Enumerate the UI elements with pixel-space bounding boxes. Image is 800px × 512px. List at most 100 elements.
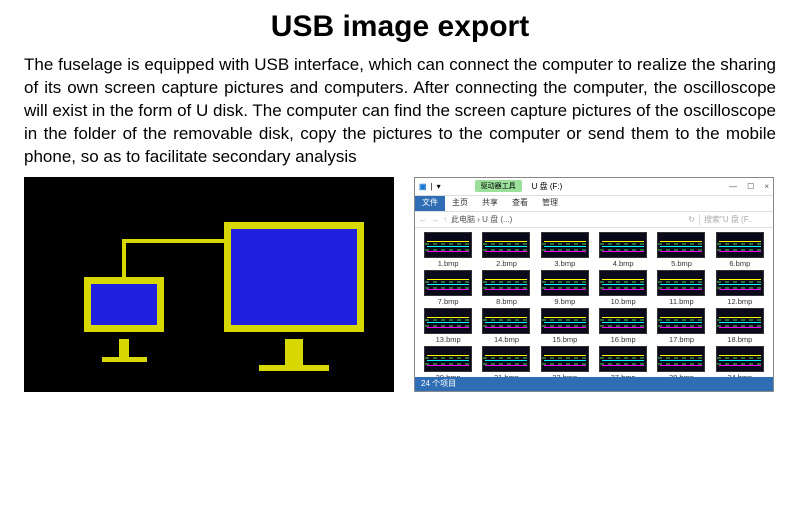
file-thumbnail bbox=[599, 270, 647, 296]
file-item[interactable]: 15.bmp bbox=[538, 308, 592, 344]
file-thumbnail bbox=[541, 270, 589, 296]
file-thumbnail bbox=[424, 270, 472, 296]
file-thumbnail bbox=[482, 308, 530, 334]
ribbon-tabs: 文件 主页 共享 查看 管理 bbox=[415, 196, 773, 212]
oscilloscope-stand-neck bbox=[119, 339, 129, 359]
file-label: 15.bmp bbox=[552, 335, 577, 344]
file-thumbnail bbox=[541, 346, 589, 372]
connection-diagram bbox=[24, 177, 394, 392]
file-label: 11.bmp bbox=[669, 297, 693, 306]
file-label: 6.bmp bbox=[729, 259, 750, 268]
tab-home[interactable]: 主页 bbox=[445, 196, 475, 211]
file-thumbnail bbox=[716, 308, 764, 334]
search-input[interactable]: 搜索"U 盘 (F.. bbox=[699, 214, 769, 225]
cable-vertical bbox=[122, 239, 126, 279]
file-label: 10.bmp bbox=[611, 297, 636, 306]
file-grid: 1.bmp 2.bmp 3.bmp 4.bmp 5.bmp 6.bmp 7.bmp 8.bmp… bbox=[415, 228, 773, 377]
file-thumbnail bbox=[599, 308, 647, 334]
minimize-button[interactable]: — bbox=[729, 182, 737, 191]
file-item[interactable]: 23.bmp bbox=[538, 346, 592, 377]
monitor-stand-neck bbox=[285, 339, 303, 367]
file-item[interactable]: 11.bmp bbox=[654, 270, 708, 306]
file-item[interactable]: 34.bmp bbox=[713, 346, 767, 377]
file-label: 1.bmp bbox=[438, 259, 459, 268]
file-thumbnail bbox=[424, 346, 472, 372]
file-item[interactable]: 28.bmp bbox=[654, 346, 708, 377]
tab-file[interactable]: 文件 bbox=[415, 196, 445, 211]
file-label: 3.bmp bbox=[554, 259, 575, 268]
file-thumbnail bbox=[657, 232, 705, 258]
page-title: USB image export bbox=[24, 10, 776, 44]
file-item[interactable]: 14.bmp bbox=[479, 308, 533, 344]
file-item[interactable]: 17.bmp bbox=[654, 308, 708, 344]
file-item[interactable]: 3.bmp bbox=[538, 232, 592, 268]
image-row: ▣ | ▾ 驱动器工具 U 盘 (F:) — ☐ × 文件 主页 共享 查看 管… bbox=[24, 177, 776, 392]
file-label: 7.bmp bbox=[438, 297, 459, 306]
file-label: 12.bmp bbox=[727, 297, 752, 306]
file-thumbnail bbox=[716, 232, 764, 258]
file-label: 9.bmp bbox=[554, 297, 575, 306]
nav-back-icon[interactable]: ← bbox=[419, 215, 427, 224]
drive-title: U 盘 (F:) bbox=[532, 181, 563, 192]
window-titlebar: ▣ | ▾ 驱动器工具 U 盘 (F:) — ☐ × bbox=[415, 178, 773, 196]
drive-tools-pill: 驱动器工具 bbox=[475, 180, 522, 192]
titlebar-caret: ▾ bbox=[437, 182, 441, 191]
nav-forward-icon[interactable]: → bbox=[431, 215, 439, 224]
file-thumbnail bbox=[599, 232, 647, 258]
titlebar-sep: | bbox=[431, 182, 433, 191]
file-thumbnail bbox=[599, 346, 647, 372]
file-thumbnail bbox=[716, 270, 764, 296]
file-label: 5.bmp bbox=[671, 259, 692, 268]
file-item[interactable]: 13.bmp bbox=[421, 308, 475, 344]
cable-horizontal bbox=[122, 239, 227, 243]
file-item[interactable]: 4.bmp bbox=[596, 232, 650, 268]
address-bar: ← → ↑ 此电脑 › U 盘 (...) ↻ 搜索"U 盘 (F.. bbox=[415, 212, 773, 228]
maximize-button[interactable]: ☐ bbox=[747, 182, 754, 191]
file-item[interactable]: 18.bmp bbox=[713, 308, 767, 344]
refresh-icon[interactable]: ↻ bbox=[688, 215, 695, 224]
file-label: 16.bmp bbox=[611, 335, 636, 344]
window-controls: — ☐ × bbox=[729, 182, 769, 191]
folder-icon: ▣ bbox=[419, 182, 427, 191]
tab-share[interactable]: 共享 bbox=[475, 196, 505, 211]
monitor-stand-base bbox=[259, 365, 329, 371]
file-item[interactable]: 16.bmp bbox=[596, 308, 650, 344]
file-item[interactable]: 9.bmp bbox=[538, 270, 592, 306]
oscilloscope-device bbox=[84, 277, 164, 332]
close-button[interactable]: × bbox=[764, 182, 769, 191]
tab-manage[interactable]: 管理 bbox=[535, 196, 565, 211]
file-item[interactable]: 7.bmp bbox=[421, 270, 475, 306]
file-label: 4.bmp bbox=[613, 259, 634, 268]
file-item[interactable]: 1.bmp bbox=[421, 232, 475, 268]
file-item[interactable]: 2.bmp bbox=[479, 232, 533, 268]
file-thumbnail bbox=[482, 346, 530, 372]
file-item[interactable]: 6.bmp bbox=[713, 232, 767, 268]
file-item[interactable]: 27.bmp bbox=[596, 346, 650, 377]
file-thumbnail bbox=[657, 270, 705, 296]
file-thumbnail bbox=[482, 232, 530, 258]
file-explorer-window: ▣ | ▾ 驱动器工具 U 盘 (F:) — ☐ × 文件 主页 共享 查看 管… bbox=[414, 177, 774, 392]
file-label: 17.bmp bbox=[669, 335, 694, 344]
nav-up-icon[interactable]: ↑ bbox=[443, 215, 447, 224]
file-thumbnail bbox=[541, 232, 589, 258]
file-item[interactable]: 10.bmp bbox=[596, 270, 650, 306]
tab-view[interactable]: 查看 bbox=[505, 196, 535, 211]
file-thumbnail bbox=[541, 308, 589, 334]
file-item[interactable]: 12.bmp bbox=[713, 270, 767, 306]
file-label: 18.bmp bbox=[727, 335, 752, 344]
file-label: 14.bmp bbox=[494, 335, 519, 344]
breadcrumb[interactable]: 此电脑 › U 盘 (...) bbox=[451, 214, 684, 225]
file-item[interactable]: 21.bmp bbox=[479, 346, 533, 377]
status-bar: 24 个项目 bbox=[415, 377, 773, 391]
file-item[interactable]: 8.bmp bbox=[479, 270, 533, 306]
file-thumbnail bbox=[424, 308, 472, 334]
file-label: 13.bmp bbox=[436, 335, 461, 344]
file-label: 8.bmp bbox=[496, 297, 517, 306]
file-thumbnail bbox=[424, 232, 472, 258]
oscilloscope-stand-base bbox=[102, 357, 147, 362]
file-thumbnail bbox=[482, 270, 530, 296]
file-item[interactable]: 5.bmp bbox=[654, 232, 708, 268]
file-item[interactable]: 20.bmp bbox=[421, 346, 475, 377]
computer-monitor bbox=[224, 222, 364, 332]
file-thumbnail bbox=[657, 346, 705, 372]
